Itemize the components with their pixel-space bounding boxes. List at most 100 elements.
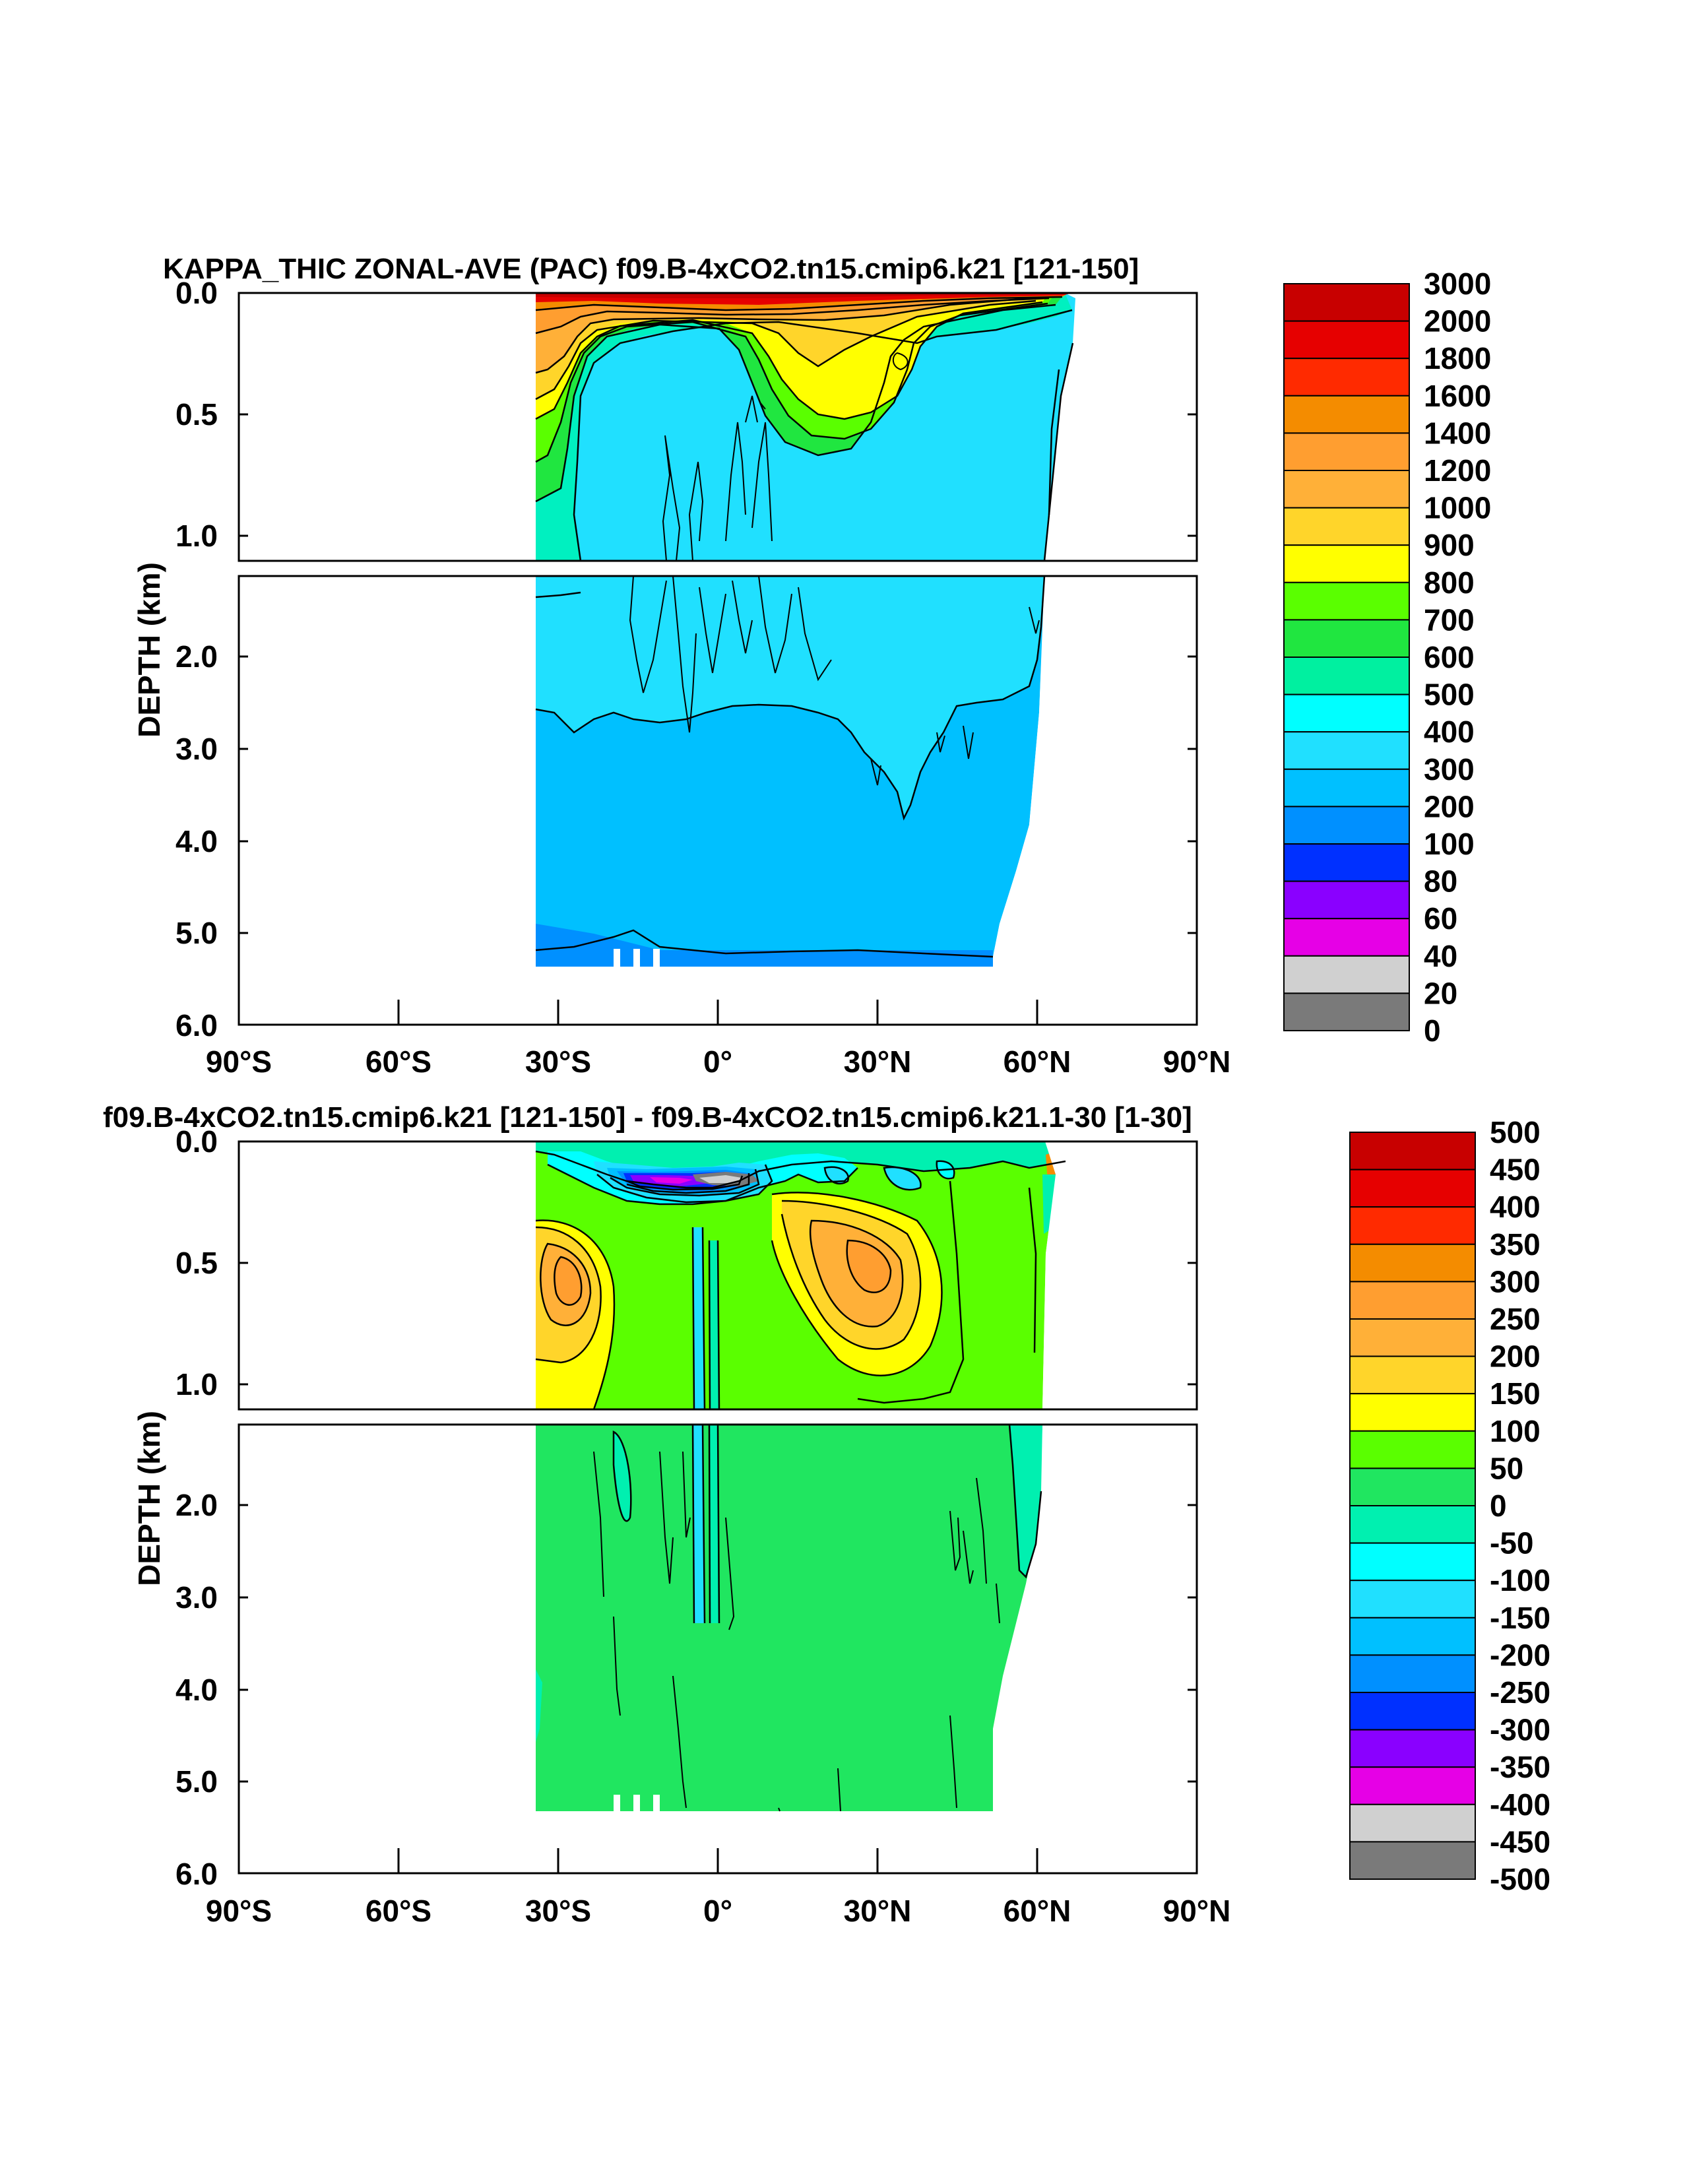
chart1-colorbar-swatch xyxy=(1283,880,1410,920)
chart2-colorbar-swatch xyxy=(1349,1505,1476,1544)
chart2-colorbar-label: -300 xyxy=(1490,1713,1550,1747)
chart1-colorbar-swatch xyxy=(1283,918,1410,957)
chart2-ytick: 6.0 xyxy=(175,1857,218,1891)
chart1-xtick: 30°N xyxy=(844,1044,912,1079)
chart1-colorbar-label: 0 xyxy=(1424,1013,1441,1048)
chart2-ytick: 3.0 xyxy=(175,1580,218,1615)
chart1-colorbar-swatch xyxy=(1283,843,1410,882)
chart1-ytick: 5.0 xyxy=(175,916,218,950)
chart2-ytick: 4.0 xyxy=(175,1673,218,1707)
chart1-upper-field xyxy=(535,293,1075,561)
chart1-colorbar-label: 500 xyxy=(1424,678,1475,712)
chart2-colorbar-label: 500 xyxy=(1490,1115,1541,1149)
chart2-xtick: 0° xyxy=(703,1894,732,1928)
chart2-colorbar-label: -50 xyxy=(1490,1526,1533,1560)
chart1-colorbar-label: 100 xyxy=(1424,827,1475,861)
chart2-colorbar-label: 150 xyxy=(1490,1376,1541,1411)
chart2-colorbar-swatch xyxy=(1349,1467,1476,1506)
chart2-ytick: 1.0 xyxy=(175,1367,218,1401)
chart1-y-axis: 0.0 0.5 1.0 2.0 3.0 4.0 5.0 6.0 DEPTH (k… xyxy=(132,276,1197,1043)
chart2-colorbar-label: 350 xyxy=(1490,1227,1541,1262)
chart2-colorbar-swatch xyxy=(1349,1206,1476,1245)
chart2-colorbar-swatch xyxy=(1349,1393,1476,1432)
chart1-ytick: 0.0 xyxy=(175,276,218,310)
chart2-colorbar-swatch xyxy=(1349,1243,1476,1283)
chart2-colorbar-swatch xyxy=(1349,1132,1476,1171)
chart2-colorbar-swatch xyxy=(1349,1281,1476,1320)
chart2-ytick: 2.0 xyxy=(175,1488,218,1522)
chart1-xtick: 60°S xyxy=(366,1044,431,1079)
chart2-y-axis: 0.0 0.5 1.0 2.0 3.0 4.0 5.0 6.0 DEPTH (k… xyxy=(132,1124,1197,1891)
chart1-colorbar-swatch xyxy=(1283,395,1410,434)
chart2-colorbar: 500450400350300250200150100500-50-100-15… xyxy=(1349,1115,1550,1896)
chart1-xtick: 30°S xyxy=(525,1044,591,1079)
chart1-lower-field xyxy=(535,576,1197,969)
chart1-colorbar-label: 1000 xyxy=(1424,491,1491,525)
chart1-colorbar-swatch xyxy=(1283,955,1410,994)
chart2-upper-frame xyxy=(238,1140,1198,1411)
chart1-colorbar-swatch xyxy=(1283,544,1410,583)
chart2-colorbar-label: -250 xyxy=(1490,1675,1550,1710)
chart1-colorbar-swatch xyxy=(1283,693,1410,733)
chart2-xtick: 30°S xyxy=(525,1894,591,1928)
chart1-ytick: 3.0 xyxy=(175,732,218,766)
chart2-colorbar-label: -400 xyxy=(1490,1787,1550,1822)
chart2-lower-field xyxy=(536,1425,1197,1873)
chart1-colorbar-swatch xyxy=(1283,806,1410,845)
chart2-colorbar-swatch xyxy=(1349,1542,1476,1582)
chart2-x-axis: 90°S 60°S 30°S 0° 30°N 60°N 90°N xyxy=(206,1848,1231,1928)
chart2-title: f09.B-4xCO2.tn15.cmip6.k21 [121-150] - f… xyxy=(103,1101,1192,1134)
chart1-colorbar-label: 20 xyxy=(1424,976,1457,1010)
chart1-colorbar-label: 900 xyxy=(1424,528,1475,562)
chart1-ytick: 4.0 xyxy=(175,824,218,858)
chart2-colorbar-label: 300 xyxy=(1490,1264,1541,1299)
chart2-colorbar-label: -350 xyxy=(1490,1750,1550,1784)
chart2-xtick: 30°N xyxy=(844,1894,912,1928)
chart1-xtick: 0° xyxy=(703,1044,732,1079)
chart2-colorbar-label: -200 xyxy=(1490,1638,1550,1672)
chart1-colorbar-swatch xyxy=(1283,358,1410,397)
chart1-colorbar-swatch xyxy=(1283,507,1410,546)
chart2-colorbar-swatch xyxy=(1349,1430,1476,1469)
chart1-colorbar-swatch xyxy=(1283,432,1410,472)
chart1-colorbar-label: 40 xyxy=(1424,939,1457,973)
chart1-colorbar-swatch xyxy=(1283,283,1410,322)
chart2-colorbar-swatch xyxy=(1349,1318,1476,1357)
chart1-ytick: 0.5 xyxy=(175,397,218,432)
chart1-x-axis: 90°S 60°S 30°S 0° 30°N 60°N 90°N xyxy=(206,1000,1230,1079)
chart1-colorbar-swatch xyxy=(1283,619,1410,658)
chart2-xtick: 90°S xyxy=(206,1894,272,1928)
chart1-colorbar-swatch xyxy=(1283,470,1410,509)
chart2-colorbar-label: -100 xyxy=(1490,1563,1550,1597)
chart2-colorbar-swatch xyxy=(1349,1729,1476,1768)
chart1-ylabel: DEPTH (km) xyxy=(132,562,166,738)
chart1-colorbar-label: 400 xyxy=(1424,715,1475,749)
chart1-colorbar-label: 1400 xyxy=(1424,416,1491,450)
chart2-colorbar-label: -500 xyxy=(1490,1862,1550,1896)
chart2-colorbar-label: 100 xyxy=(1490,1414,1541,1448)
chart2-xtick: 60°N xyxy=(1004,1894,1071,1928)
chart1-xtick: 60°N xyxy=(1004,1044,1071,1079)
chart2-colorbar-label: -150 xyxy=(1490,1601,1550,1635)
chart1-colorbar-swatch xyxy=(1283,320,1410,360)
chart2-colorbar-label: 200 xyxy=(1490,1339,1541,1374)
chart1-colorbar-label: 600 xyxy=(1424,640,1475,674)
chart2-ytick: 0.0 xyxy=(175,1124,218,1159)
chart2-colorbar-label: 400 xyxy=(1490,1190,1541,1224)
chart2-xtick: 90°N xyxy=(1163,1894,1231,1928)
chart1-colorbar-label: 80 xyxy=(1424,864,1457,899)
chart2-colorbar-swatch xyxy=(1349,1617,1476,1656)
chart2-ylabel: DEPTH (km) xyxy=(132,1411,166,1586)
chart1-colorbar-label: 60 xyxy=(1424,901,1457,936)
chart1-upper-frame xyxy=(238,292,1198,562)
chart1-colorbar-label: 2000 xyxy=(1424,304,1491,338)
chart2-xtick: 60°S xyxy=(366,1894,431,1928)
chart2-colorbar-label: 50 xyxy=(1490,1451,1523,1485)
chart2-ytick: 5.0 xyxy=(175,1764,218,1799)
chart2-colorbar-swatch xyxy=(1349,1803,1476,1843)
chart1-colorbar: 3000200018001600140012001000900800700600… xyxy=(1283,267,1491,1048)
chart1-ytick: 2.0 xyxy=(175,639,218,674)
chart2-colorbar-swatch xyxy=(1349,1654,1476,1693)
chart2-colorbar-swatch xyxy=(1349,1355,1476,1395)
